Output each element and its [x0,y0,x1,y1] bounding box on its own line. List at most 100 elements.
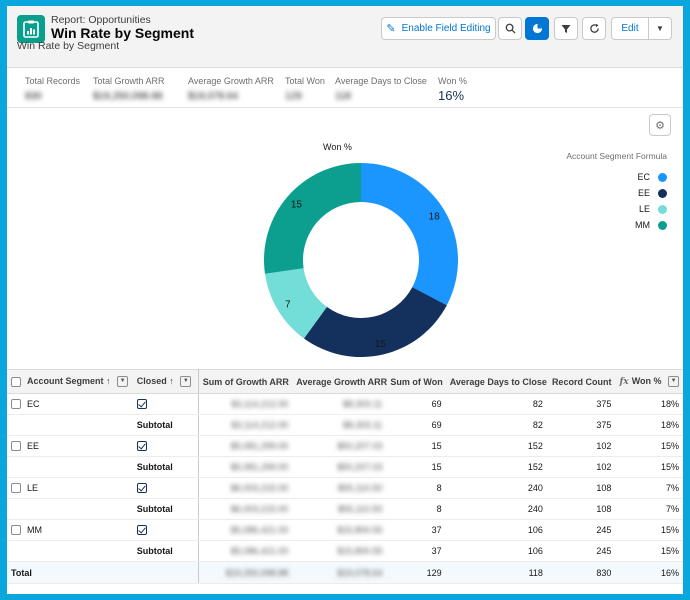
toggle-chart-button[interactable] [525,17,549,40]
summary-label: Average Growth ARR [188,76,274,86]
column-header-record-count[interactable]: Record Count [546,369,616,394]
subtotal-label: Subtotal [132,456,199,478]
cell-value: 82 [532,420,543,430]
record-count-cell: 108 [546,498,616,520]
chart-title: Won % [323,142,352,152]
cell-value: 129 [426,567,442,578]
cell-value: 7% [665,483,679,493]
donut-slice-le[interactable] [264,268,327,339]
donut-slice-mm[interactable] [264,163,361,274]
column-header-sum-of-won[interactable]: Sum of Won [386,369,446,394]
column-header-closed[interactable]: Closed ↑ ▼ [132,369,199,394]
column-header-account-segment[interactable]: Account Segment ↑ ▼ [7,369,133,394]
sum-growth-arr-cell: $19,250,098.88 [198,561,293,584]
won-percent-cell: 15% [615,519,683,541]
report-app-icon [17,15,45,43]
record-count-cell: 102 [546,456,616,478]
cell-value: 8 [436,504,442,514]
won-percent-cell: 15% [615,540,683,562]
column-menu-icon[interactable]: ▼ [180,376,192,388]
segment-value: LE [27,482,39,493]
column-header-won-percent[interactable]: fx Won % ▼ [615,369,683,394]
sum-of-won-cell: 37 [386,540,446,562]
row-checkbox[interactable] [11,483,21,494]
legend-item[interactable]: MM [537,217,667,233]
summary-total-records: Total Records 830 [25,76,80,102]
cell-value: 118 [528,567,543,578]
sum-growth-arr-cell: $5,086,421.00 [198,519,293,541]
cell-value: $5,086,421.00 [230,525,289,535]
edit-label: Edit [621,23,639,34]
summary-label: Average Days to Close [335,76,427,86]
legend-item[interactable]: EE [537,185,667,201]
closed-checked-icon [136,399,147,410]
sum-of-won-cell: 69 [386,393,446,415]
closed-checked-icon [136,441,147,452]
sort-arrow-icon: ↑ [169,375,174,386]
sum-growth-arr-cell: $5,086,421.00 [198,540,293,562]
cell-value: 375 [596,399,612,409]
filter-button[interactable] [554,17,578,40]
segment-cell: LE [7,477,133,499]
record-count-cell: 108 [546,477,616,499]
column-header-average-growth-arr[interactable]: Average Growth ARR [292,369,387,394]
segment-cell: MM [7,519,133,541]
average-days-to-close-cell: 152 [445,435,547,457]
record-count-cell: 830 [546,561,616,584]
column-menu-icon[interactable]: ▼ [668,376,680,388]
search-button[interactable] [498,17,522,40]
cell-value: $5,086,421.00 [230,546,289,556]
cell-value: 102 [596,462,612,472]
donut-slice-ee[interactable] [303,287,447,357]
cell-value: $15,800.55 [337,546,383,556]
report-type-label: Report: Opportunities [51,14,151,26]
cell-value: 16% [660,567,679,578]
select-all-checkbox[interactable] [11,376,21,387]
legend-label: LE [638,204,650,214]
average-days-to-close-cell: 106 [445,540,547,562]
row-checkbox[interactable] [11,399,21,410]
column-header-sum-growth-arr[interactable]: Sum of Growth ARR [198,369,293,394]
refresh-button[interactable] [582,17,606,40]
cell-value: 15 [431,441,442,451]
cell-value: 7% [665,504,679,514]
chart-settings-button[interactable]: ⚙ [649,114,671,136]
cell-value: 69 [431,399,442,409]
closed-cell-empty [132,561,199,584]
cell-value: 15% [660,525,679,535]
segment-cell-empty [7,540,133,562]
sum-growth-arr-cell: $6,003,215.00 [198,498,293,520]
legend-item[interactable]: LE [537,201,667,217]
average-growth-arr-cell: $55,110.50 [292,498,387,520]
average-growth-arr-cell: $15,800.55 [292,519,387,541]
legend-swatch [658,220,667,230]
enable-field-editing-button[interactable]: ✎ Enable Field Editing [381,17,496,40]
cell-value: $3,114,212.00 [231,399,289,409]
edit-button[interactable]: Edit [611,17,649,40]
column-menu-icon[interactable]: ▼ [117,376,129,388]
won-percent-cell: 7% [615,498,683,520]
cell-value: 108 [596,504,612,514]
column-header-average-days-to-close[interactable]: Average Days to Close [445,369,547,394]
sum-of-won-cell: 15 [386,456,446,478]
row-checkbox[interactable] [11,441,21,452]
donut-slice-label: 15 [375,339,387,350]
total-label: Total [7,561,133,584]
summary-won-percent: Won % 16% [438,76,467,103]
cell-value: $55,110.50 [337,504,383,514]
cell-value: 15% [660,441,679,451]
summary-average-days-to-close: Average Days to Close 118 [335,76,427,102]
cell-value: $50,207.03 [337,462,383,472]
sum-of-won-cell: 37 [386,519,446,541]
closed-cell [132,393,199,415]
legend-label: MM [635,220,650,230]
cell-value: 18% [660,420,679,430]
more-actions-button[interactable]: ▼ [648,17,672,40]
legend-item[interactable]: EC [537,169,667,185]
donut-slice-ec[interactable] [361,163,458,306]
legend-swatch [658,172,667,182]
row-checkbox[interactable] [11,525,21,536]
cell-value: 8 [436,483,442,493]
average-days-to-close-cell: 82 [445,393,547,415]
won-percent-cell: 16% [615,561,683,584]
